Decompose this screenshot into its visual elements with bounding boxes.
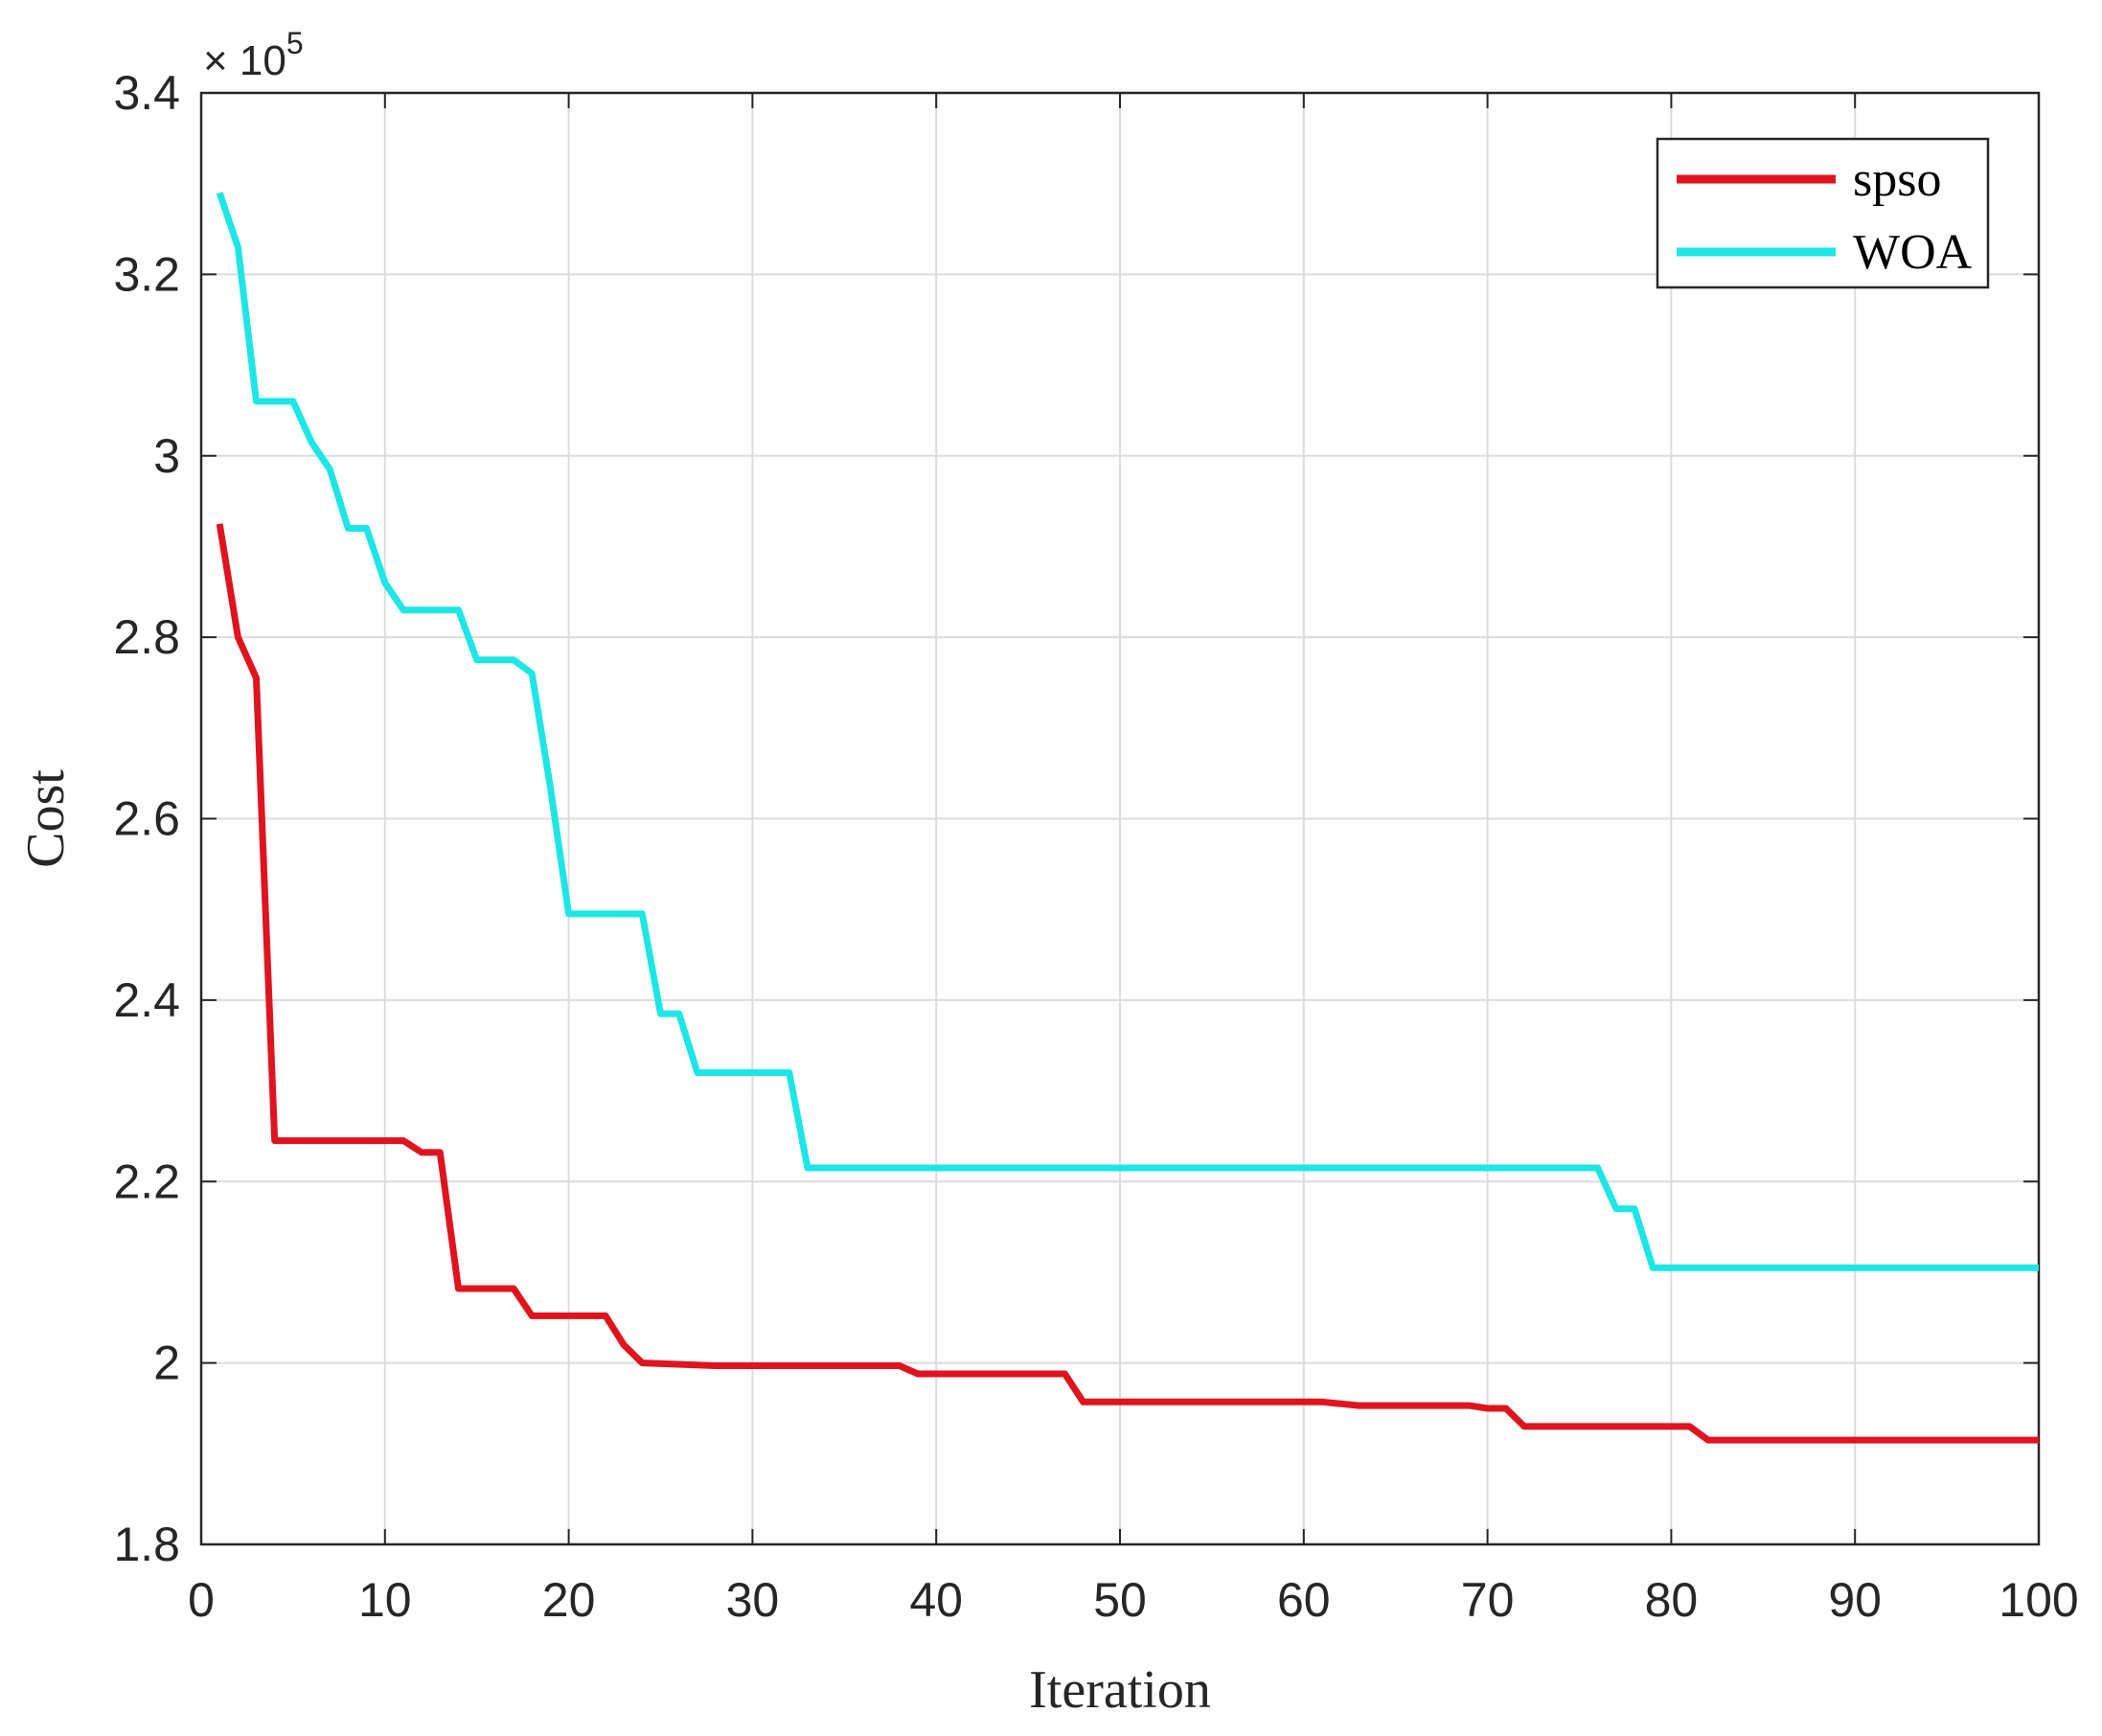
y-axis-tick-labels: 1.8 2 2.2 2.4 2.6 2.8 3 3.2 3.4 <box>113 66 180 1571</box>
y-tick-label: 2.2 <box>113 1154 180 1208</box>
x-tick-label: 50 <box>1093 1573 1147 1627</box>
x-axis-tick-labels: 0 10 20 30 40 50 60 70 80 90 100 <box>188 1573 2079 1627</box>
x-tick-label: 0 <box>188 1573 215 1627</box>
x-tick-label: 70 <box>1461 1573 1515 1627</box>
y-tick-label: 3.2 <box>113 247 180 301</box>
x-tick-label: 40 <box>909 1573 963 1627</box>
y-tick-label: 2.6 <box>113 792 180 846</box>
y-tick-label: 3.4 <box>113 66 180 120</box>
x-tick-label: 100 <box>1999 1573 2078 1627</box>
series-line-spso <box>216 523 2039 1444</box>
y-exponent-power: 5 <box>286 26 304 60</box>
legend: spso WOA <box>1656 137 1990 289</box>
x-tick-label: 90 <box>1828 1573 1882 1627</box>
x-tick-label: 10 <box>358 1573 412 1627</box>
x-axis-title: Iteration <box>1029 1660 1211 1720</box>
x-tick-label: 60 <box>1277 1573 1331 1627</box>
axis-ticks <box>200 92 2040 1545</box>
x-tick-label: 30 <box>726 1573 780 1627</box>
x-tick-label: 20 <box>542 1573 596 1627</box>
y-tick-label: 2 <box>153 1336 180 1390</box>
grid <box>201 93 2039 1544</box>
y-tick-label: 1.8 <box>113 1518 180 1571</box>
legend-items: spso WOA <box>1677 152 1973 280</box>
series-lines <box>216 192 2039 1444</box>
y-tick-label: 3 <box>153 429 180 483</box>
y-axis-title: Cost <box>16 769 76 868</box>
y-tick-label: 2.8 <box>113 610 180 664</box>
series-line-woa <box>216 192 2039 1271</box>
y-axis-exponent-label: × 105 <box>203 26 304 84</box>
y-tick-label: 2.4 <box>113 973 180 1027</box>
legend-label-spso: spso <box>1853 152 1941 207</box>
legend-box <box>1656 137 1990 289</box>
legend-label-woa: WOA <box>1853 225 1973 280</box>
y-exponent-prefix: × 10 <box>203 37 286 84</box>
x-tick-label: 80 <box>1645 1573 1699 1627</box>
